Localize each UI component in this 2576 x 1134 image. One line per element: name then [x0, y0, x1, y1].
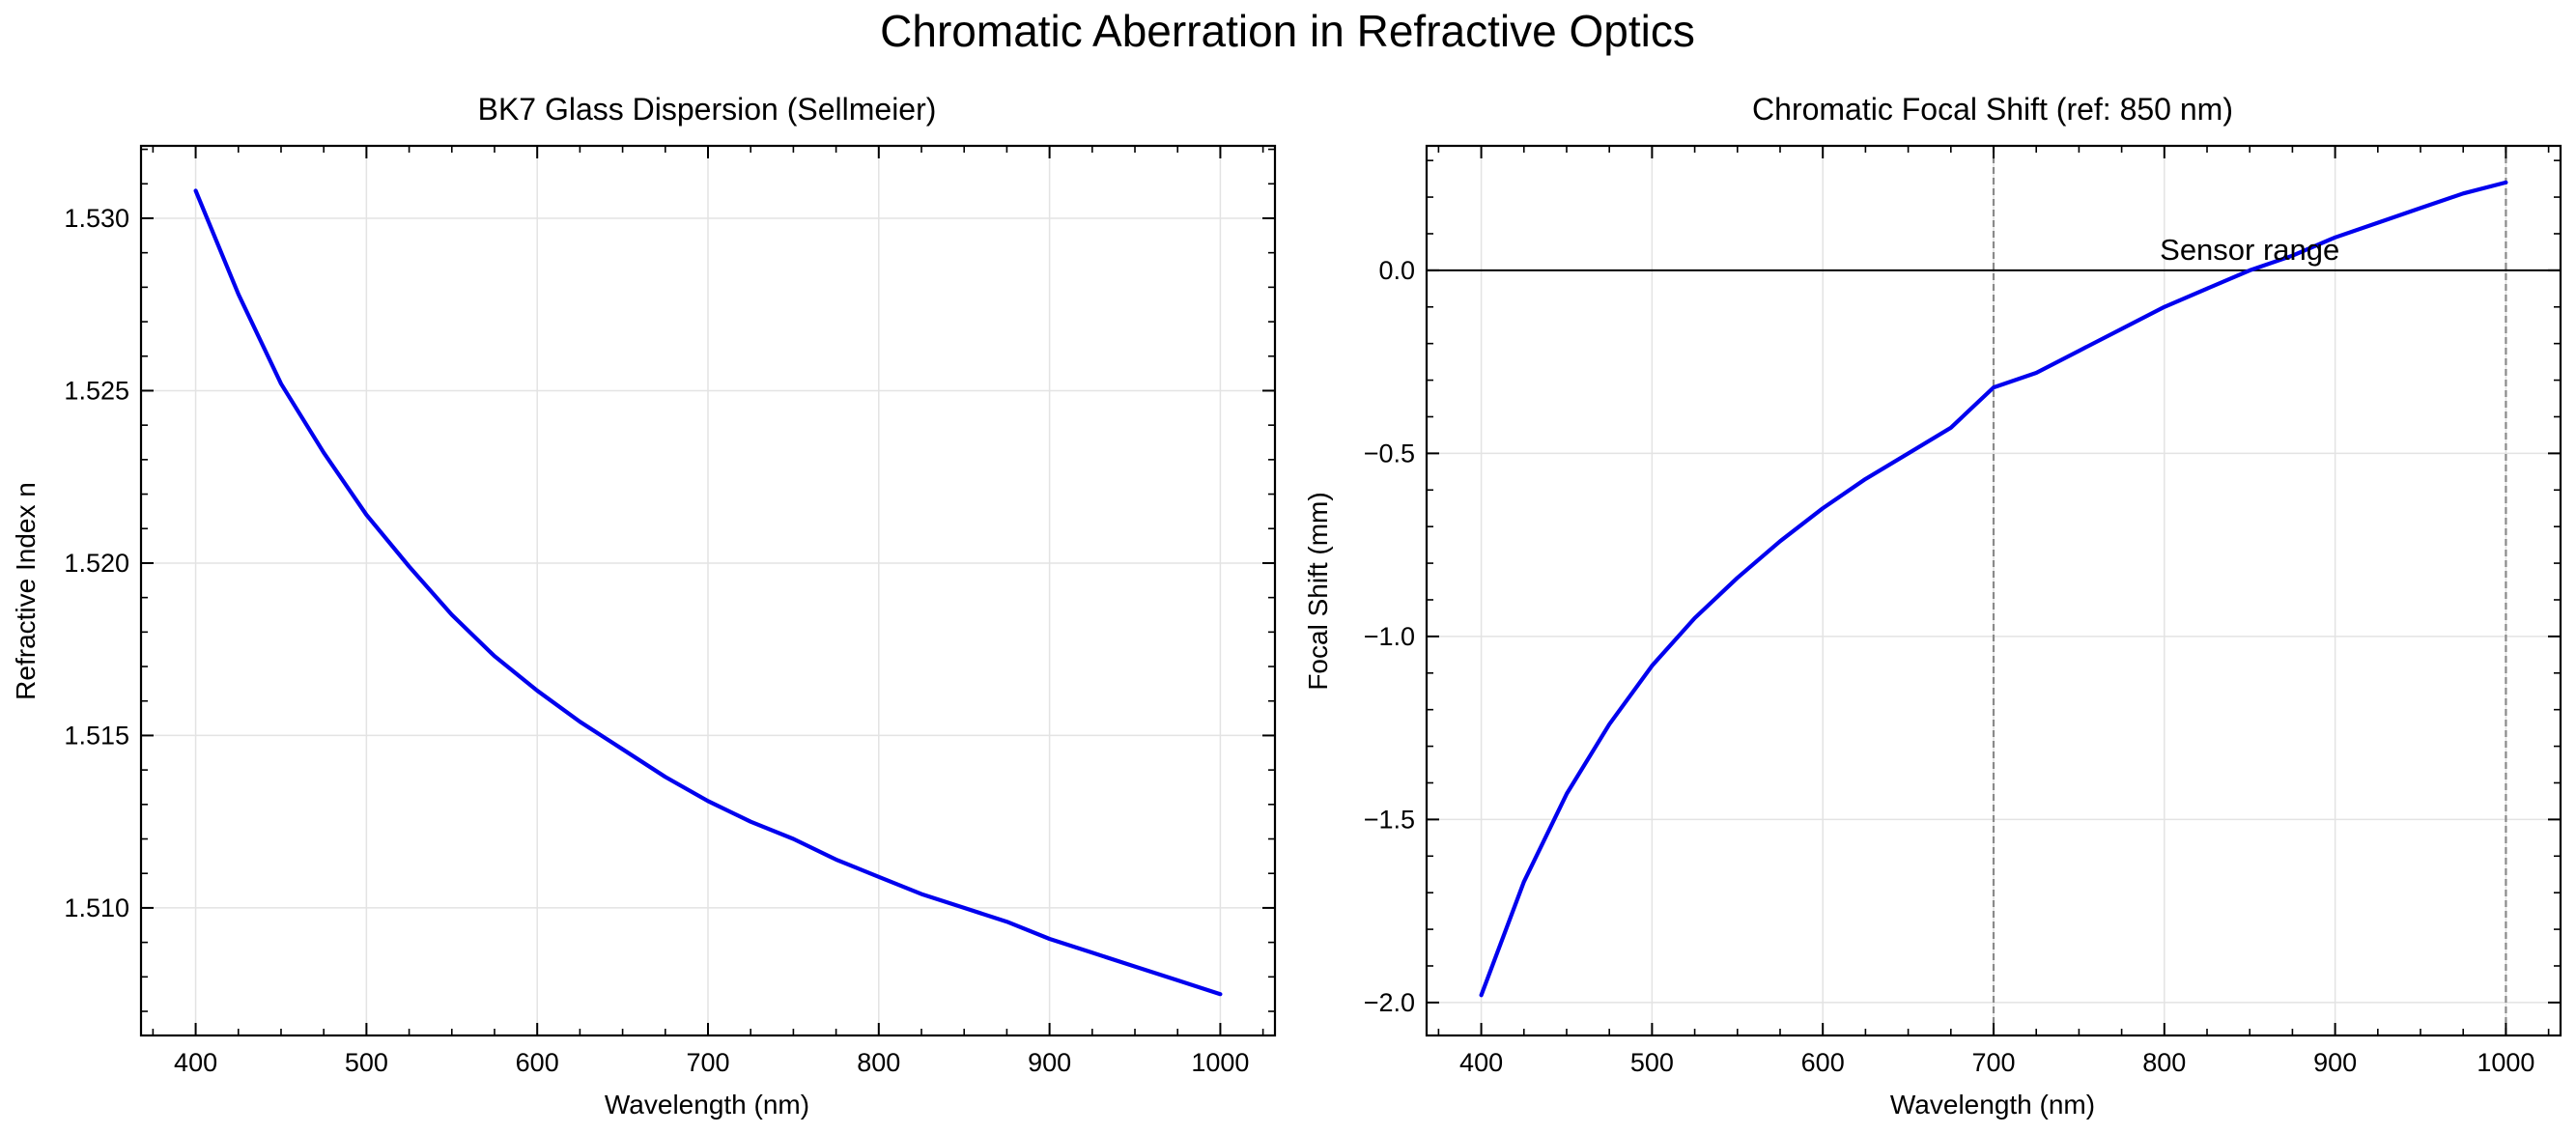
dispersion-ylabel: Refractive Index n — [11, 482, 41, 700]
focal-shift-xtick-label: 500 — [1630, 1048, 1674, 1077]
focal-shift-title: Chromatic Focal Shift (ref: 850 nm) — [1752, 92, 2233, 127]
dispersion-ytick-label: 1.530 — [64, 204, 129, 233]
dispersion-curve — [193, 188, 1223, 997]
focal-shift-xtick-label: 900 — [2313, 1048, 2357, 1077]
focal-shift-xtick-label: 700 — [1971, 1048, 2015, 1077]
dispersion-xtick-label: 900 — [1028, 1048, 1071, 1077]
focal-shift-xtick-label: 600 — [1801, 1048, 1845, 1077]
focal-shift-ytick-label: −1.0 — [1364, 622, 1415, 651]
figure-title: Chromatic Aberration in Refractive Optic… — [880, 6, 1695, 56]
dispersion-ytick-label: 1.515 — [64, 721, 129, 750]
focal-shift-xlabel: Wavelength (nm) — [1890, 1090, 2095, 1120]
dispersion-xtick-label: 400 — [174, 1048, 217, 1077]
dispersion-xtick-label: 600 — [516, 1048, 559, 1077]
focal-shift-ytick-label: 0.0 — [1378, 256, 1415, 285]
dispersion-ytick-label: 1.510 — [64, 893, 129, 922]
dispersion-xtick-label: 700 — [686, 1048, 729, 1077]
focal-shift-ylabel: Focal Shift (mm) — [1303, 492, 1333, 690]
dispersion-xtick-label: 1000 — [1191, 1048, 1249, 1077]
dispersion-xlabel: Wavelength (nm) — [605, 1090, 809, 1120]
focal-shift-annotation: Sensor range — [2160, 233, 2339, 267]
focal-shift-xtick-label: 800 — [2142, 1048, 2186, 1077]
dispersion-title: BK7 Glass Dispersion (Sellmeier) — [478, 92, 937, 127]
focal-shift-ytick-label: −2.0 — [1364, 988, 1415, 1017]
focal-shift-ytick-label: −0.5 — [1364, 439, 1415, 468]
dispersion-ytick-label: 1.525 — [64, 376, 129, 405]
focal-shift-panel: Chromatic Focal Shift (ref: 850 nm) Wave… — [1303, 92, 2562, 1120]
focal-shift-ytick-label: −1.5 — [1364, 805, 1415, 834]
focal-shift-xtick-label: 400 — [1459, 1048, 1503, 1077]
dispersion-ytick-label: 1.520 — [64, 549, 129, 578]
dispersion-xtick-label: 800 — [857, 1048, 900, 1077]
focal-shift-xtick-label: 1000 — [2477, 1048, 2534, 1077]
focal-shift-curve — [1479, 180, 2508, 998]
dispersion-xtick-label: 500 — [345, 1048, 388, 1077]
dispersion-panel: BK7 Glass Dispersion (Sellmeier) Wavelen… — [11, 92, 1277, 1120]
